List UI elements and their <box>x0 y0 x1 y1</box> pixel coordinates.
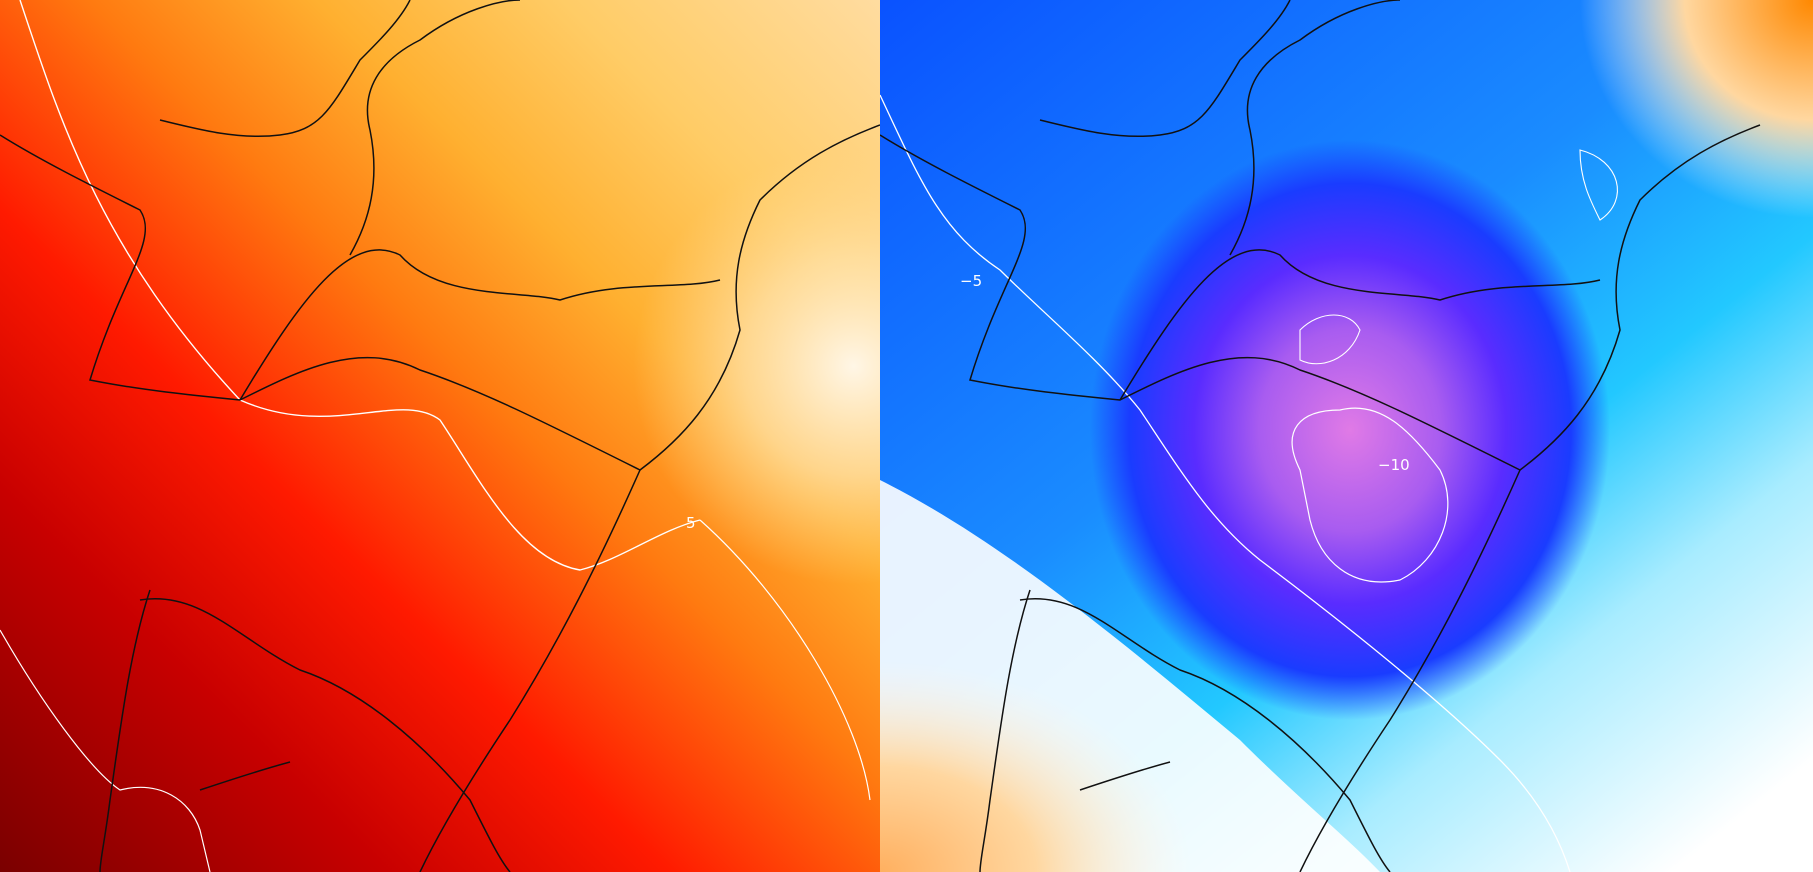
right-map-canvas: −5 −10 <box>880 0 1813 872</box>
left-isoline-5 <box>19 0 701 571</box>
left-isoline-east <box>699 519 871 801</box>
right-borders <box>880 0 1761 872</box>
left-isoline-lower <box>0 629 211 872</box>
right-isoline-east <box>1579 149 1618 221</box>
left-map-canvas: 5 <box>0 0 880 872</box>
right-anomaly-map[interactable]: −5 −10 <box>880 0 1813 872</box>
left-temperature-map[interactable]: 5 <box>0 0 880 872</box>
right-cold-core <box>1090 140 1610 720</box>
right-isoline-minus10-small <box>1299 314 1361 365</box>
right-contour-label-minus5: −5 <box>960 272 982 290</box>
left-warm-maximum <box>0 0 880 872</box>
right-contour-label-minus10: −10 <box>1378 456 1410 474</box>
left-contour-label-5: 5 <box>686 514 696 532</box>
left-borders <box>0 0 880 872</box>
right-isoline-minus5 <box>880 94 1571 872</box>
right-isoline-minus10 <box>1291 407 1449 583</box>
